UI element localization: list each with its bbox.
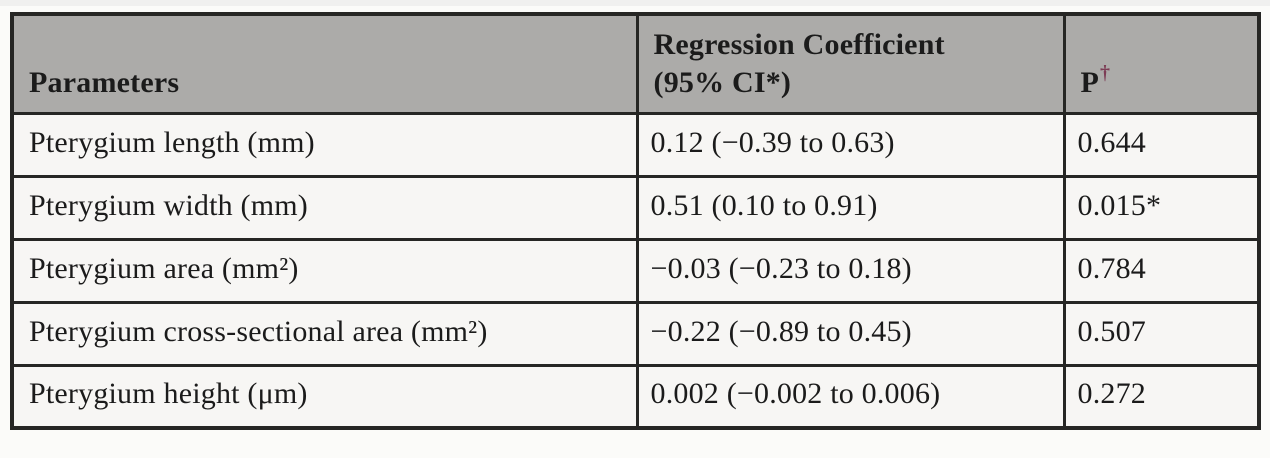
coefficient-cell: −0.03 (−0.23 to 0.18) xyxy=(635,237,1066,304)
p-value-cell: 0.507 xyxy=(1062,300,1261,367)
p-value-cell: 0.272 xyxy=(1062,363,1261,430)
table-row-pterygium-cross-sectional-area: Pterygium cross-sectional area (mm²) −0.… xyxy=(10,300,1261,367)
p-header-label: P xyxy=(1080,65,1100,99)
parameters-header-label: Parameters xyxy=(29,65,180,99)
coefficient-header-line1: Regression Coefficient xyxy=(653,27,945,61)
table-row-pterygium-width: Pterygium width (mm) 0.51 (0.10 to 0.91)… xyxy=(10,174,1261,241)
column-header-p-value: P† xyxy=(1062,12,1261,115)
parameter-cell: Pterygium width (mm) xyxy=(10,174,639,241)
coefficient-cell: 0.51 (0.10 to 0.91) xyxy=(635,174,1066,241)
p-value-cell: 0.644 xyxy=(1062,111,1261,178)
coefficient-cell: 0.002 (−0.002 to 0.006) xyxy=(635,363,1066,430)
table-row-pterygium-height: Pterygium height (μm) 0.002 (−0.002 to 0… xyxy=(10,363,1261,430)
parameter-cell: Pterygium cross-sectional area (mm²) xyxy=(10,300,639,367)
coefficient-cell: 0.12 (−0.39 to 0.63) xyxy=(635,111,1066,178)
coefficient-cell: −0.22 (−0.89 to 0.45) xyxy=(635,300,1066,367)
coefficient-header-line2: (95% CI*) xyxy=(653,65,792,99)
parameter-cell: Pterygium length (mm) xyxy=(10,111,639,178)
column-header-regression-coefficient: Regression Coefficient (95% CI*) xyxy=(635,12,1066,115)
regression-results-table: Parameters Regression Coefficient (95% C… xyxy=(10,12,1261,430)
page-top-strip xyxy=(0,0,1270,6)
table-row-pterygium-area: Pterygium area (mm²) −0.03 (−0.23 to 0.1… xyxy=(10,237,1261,304)
dagger-symbol: † xyxy=(1100,61,1111,84)
p-value-cell: 0.784 xyxy=(1062,237,1261,304)
table-row-pterygium-length: Pterygium length (mm) 0.12 (−0.39 to 0.6… xyxy=(10,111,1261,178)
table-header-row: Parameters Regression Coefficient (95% C… xyxy=(10,12,1261,115)
parameter-cell: Pterygium height (μm) xyxy=(10,363,639,430)
column-header-parameters: Parameters xyxy=(10,12,639,115)
parameter-cell: Pterygium area (mm²) xyxy=(10,237,639,304)
p-value-cell: 0.015* xyxy=(1062,174,1261,241)
